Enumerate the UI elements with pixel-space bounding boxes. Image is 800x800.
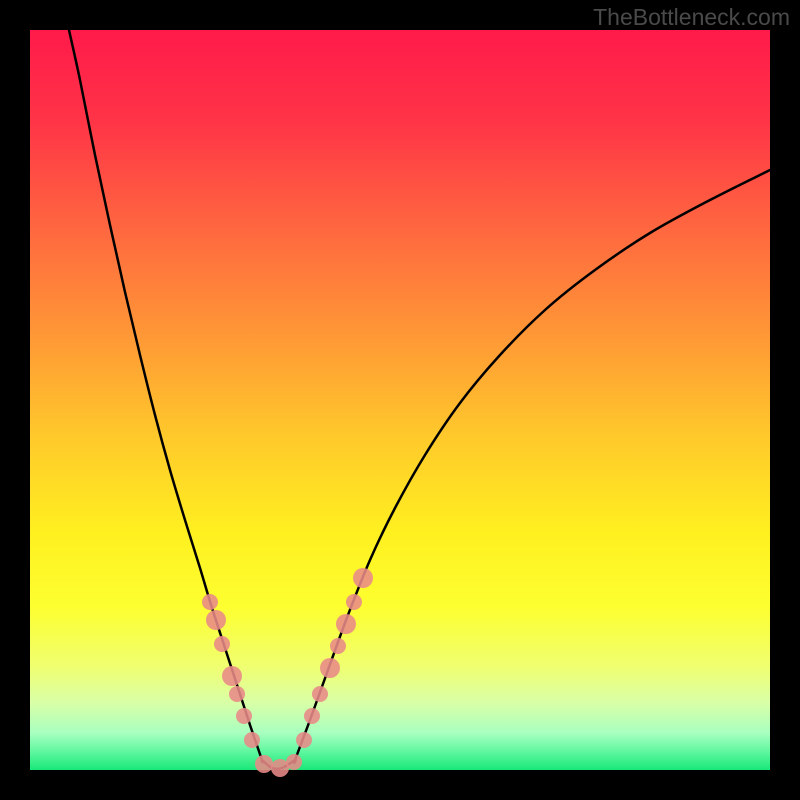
marker-dot xyxy=(312,686,328,702)
gradient-background xyxy=(30,30,770,770)
marker-dot xyxy=(222,666,242,686)
marker-dot xyxy=(320,658,340,678)
marker-dot xyxy=(244,732,260,748)
marker-dot xyxy=(330,638,346,654)
marker-dot xyxy=(206,610,226,630)
marker-dot xyxy=(346,594,362,610)
marker-dot xyxy=(304,708,320,724)
marker-dot xyxy=(229,686,245,702)
marker-dot xyxy=(236,708,252,724)
marker-dot xyxy=(214,636,230,652)
marker-dot xyxy=(255,755,273,773)
bottleneck-chart xyxy=(0,0,800,800)
chart-container: TheBottleneck.com xyxy=(0,0,800,800)
watermark-text: TheBottleneck.com xyxy=(593,4,790,31)
marker-dot xyxy=(286,754,302,770)
marker-dot xyxy=(296,732,312,748)
marker-dot xyxy=(336,614,356,634)
marker-dot xyxy=(202,594,218,610)
marker-dot xyxy=(353,568,373,588)
